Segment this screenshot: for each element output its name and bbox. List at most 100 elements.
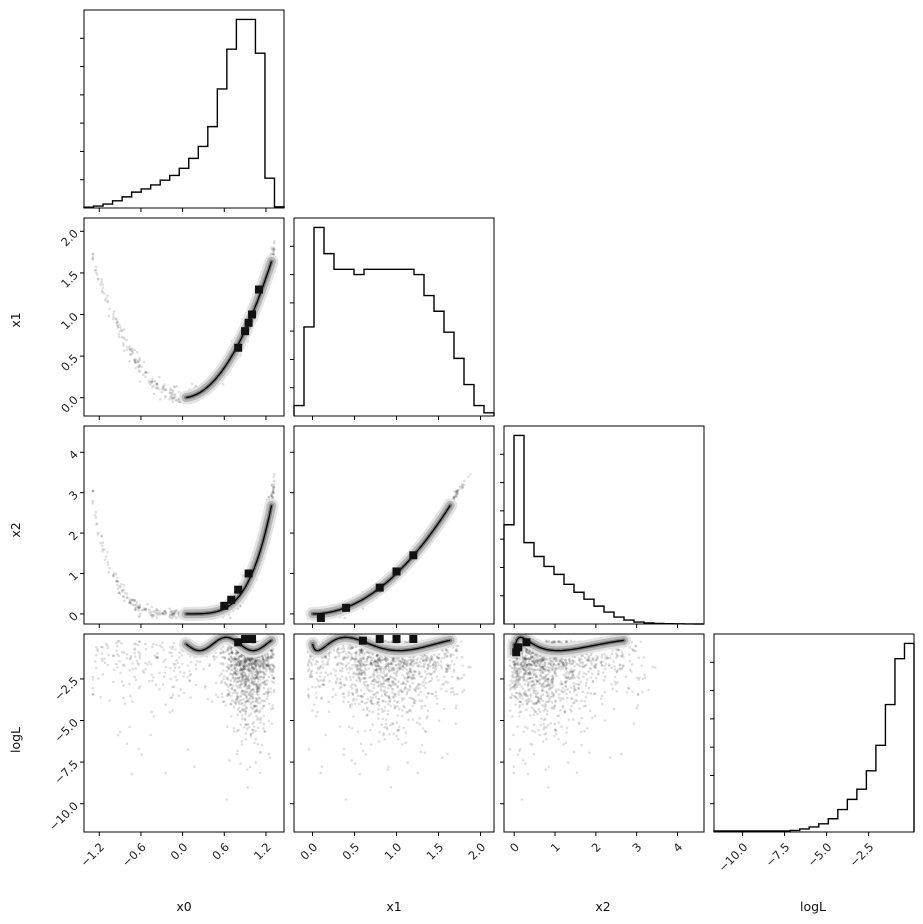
sample-point (174, 395, 177, 398)
sample-point (150, 710, 154, 714)
sample-point (242, 667, 245, 670)
sample-point (229, 672, 233, 676)
sample-point (266, 652, 270, 655)
sample-point (255, 660, 259, 663)
sample-point (235, 657, 239, 661)
sample-point (144, 608, 147, 612)
sample-point (142, 360, 146, 364)
sample-point (137, 366, 140, 369)
sample-point (161, 611, 165, 614)
sample-point (271, 495, 274, 499)
sample-point (163, 609, 167, 613)
sample-point (266, 664, 270, 668)
sample-point (151, 615, 154, 619)
sample-point (130, 347, 134, 351)
sample-point (174, 610, 177, 613)
sample-point (270, 494, 274, 497)
sample-point (229, 684, 232, 687)
sample-point (252, 721, 256, 724)
sample-point (241, 668, 244, 672)
sample-point (232, 671, 236, 674)
sample-point (133, 361, 137, 364)
sample-point (163, 396, 167, 399)
sample-point (456, 490, 459, 494)
sample-point (226, 678, 230, 681)
sample-point (123, 337, 127, 341)
sample-point (115, 579, 118, 583)
sample-point (162, 388, 166, 392)
sample-point (238, 669, 242, 672)
sample-point (258, 684, 262, 688)
sample-point (272, 653, 275, 656)
sample-point (231, 691, 235, 695)
sample-point (257, 686, 261, 689)
sample-point (268, 667, 271, 671)
sample-point (243, 672, 247, 676)
sample-point (235, 673, 238, 676)
sample-point (250, 657, 254, 660)
sample-point (227, 663, 230, 667)
sample-point (256, 672, 260, 676)
sample-point (242, 690, 245, 693)
sample-point (174, 398, 177, 402)
sample-point (156, 386, 160, 389)
sample-point (138, 363, 141, 367)
sample-point (254, 670, 258, 674)
sample-point (125, 596, 129, 600)
sample-point (134, 361, 138, 364)
sample-point (107, 314, 111, 318)
sample-point (247, 672, 251, 676)
sample-point (250, 667, 254, 670)
sample-point (149, 613, 152, 617)
sample-point (236, 695, 239, 698)
sample-point (108, 699, 111, 702)
sample-point (461, 485, 464, 489)
sample-point (252, 657, 256, 661)
sample-point (263, 666, 266, 670)
sample-point (118, 659, 121, 663)
sample-point (265, 667, 268, 671)
sample-point (253, 663, 256, 666)
sample-point (272, 479, 276, 483)
sample-point (138, 612, 142, 615)
sample-point (243, 666, 246, 669)
sample-point (249, 694, 252, 698)
sample-point (207, 664, 211, 668)
sample-point (251, 693, 255, 696)
sample-point (112, 317, 115, 321)
sample-point (115, 649, 118, 652)
sample-point (122, 595, 125, 599)
contour-line (186, 505, 273, 615)
sample-point (229, 679, 233, 682)
sample-point (239, 685, 242, 688)
sample-point (272, 485, 276, 488)
sample-point (262, 676, 265, 679)
sample-point (254, 699, 258, 703)
sample-point (172, 613, 175, 616)
sample-point (241, 665, 245, 668)
sample-point (171, 390, 175, 393)
sample-point (272, 488, 275, 492)
sample-point (128, 601, 131, 605)
sample-point (270, 248, 274, 251)
sample-point (138, 652, 142, 655)
sample-point (240, 672, 244, 676)
sample-point (163, 383, 167, 386)
sample-point (116, 576, 119, 580)
sample-point (256, 701, 260, 704)
sample-point (154, 612, 158, 615)
sample-point (248, 670, 252, 673)
sample-point (250, 676, 253, 680)
sample-point (104, 642, 108, 646)
sample-point (254, 663, 258, 666)
sample-point (100, 657, 104, 661)
sample-point (91, 253, 95, 256)
sample-point (255, 661, 258, 665)
sample-point (243, 658, 247, 662)
sample-point (137, 365, 140, 368)
sample-point (236, 696, 240, 699)
sample-point (237, 728, 240, 732)
sample-point (270, 655, 274, 659)
sample-point (271, 706, 275, 710)
sample-point (272, 677, 276, 681)
